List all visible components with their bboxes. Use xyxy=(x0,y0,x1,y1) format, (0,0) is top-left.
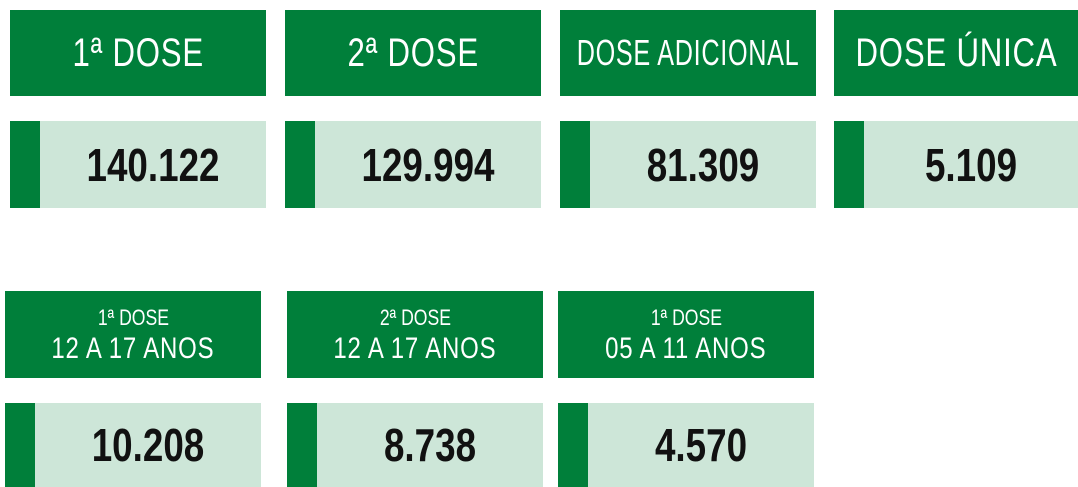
dose-header: 1ª DOSE xyxy=(10,10,266,96)
dose-value: 5.109 xyxy=(924,138,1018,191)
dose-header: DOSE ÚNICA xyxy=(834,10,1078,96)
age-range: 12 A 17 ANOS xyxy=(51,331,215,365)
dose-value: 8.738 xyxy=(383,419,477,471)
accent-stripe xyxy=(560,121,590,208)
dose-value: 129.994 xyxy=(361,138,495,191)
accent-stripe xyxy=(834,121,864,208)
dose-label: 1ª DOSE xyxy=(650,304,722,330)
accent-stripe xyxy=(10,121,40,208)
dose-value-box: 81.309 xyxy=(560,121,816,208)
accent-stripe xyxy=(5,403,35,487)
dose-label: 2ª DOSE xyxy=(347,30,479,75)
accent-stripe xyxy=(285,121,315,208)
dose-value-box: 140.122 xyxy=(10,121,266,208)
dose-value: 140.122 xyxy=(86,138,220,191)
dose-label: 1ª DOSE xyxy=(97,304,169,330)
age-range: 05 A 11 ANOS xyxy=(605,331,767,365)
dose-value-box: 4.570 xyxy=(558,403,814,487)
dose-header: 1ª DOSE 05 A 11 ANOS xyxy=(558,291,814,378)
dose-value-box: 129.994 xyxy=(285,121,541,208)
dose-value-box: 5.109 xyxy=(834,121,1078,208)
dose-value: 4.570 xyxy=(654,419,748,471)
age-range: 12 A 17 ANOS xyxy=(333,331,497,365)
accent-stripe xyxy=(287,403,317,487)
dose-header: 2ª DOSE 12 A 17 ANOS xyxy=(287,291,543,378)
dose-value: 10.208 xyxy=(91,419,205,471)
dose-label: DOSE ADICIONAL xyxy=(576,32,800,73)
dose-label: DOSE ÚNICA xyxy=(855,30,1057,75)
dose-value-box: 10.208 xyxy=(5,403,261,487)
dose-label: 1ª DOSE xyxy=(72,30,204,75)
dose-header: 1ª DOSE 12 A 17 ANOS xyxy=(5,291,261,378)
dose-header: 2ª DOSE xyxy=(285,10,541,96)
dose-label: 2ª DOSE xyxy=(379,304,451,330)
dose-value-box: 8.738 xyxy=(287,403,543,487)
dose-value: 81.309 xyxy=(646,138,760,191)
accent-stripe xyxy=(558,403,588,487)
dose-header: DOSE ADICIONAL xyxy=(560,10,816,96)
